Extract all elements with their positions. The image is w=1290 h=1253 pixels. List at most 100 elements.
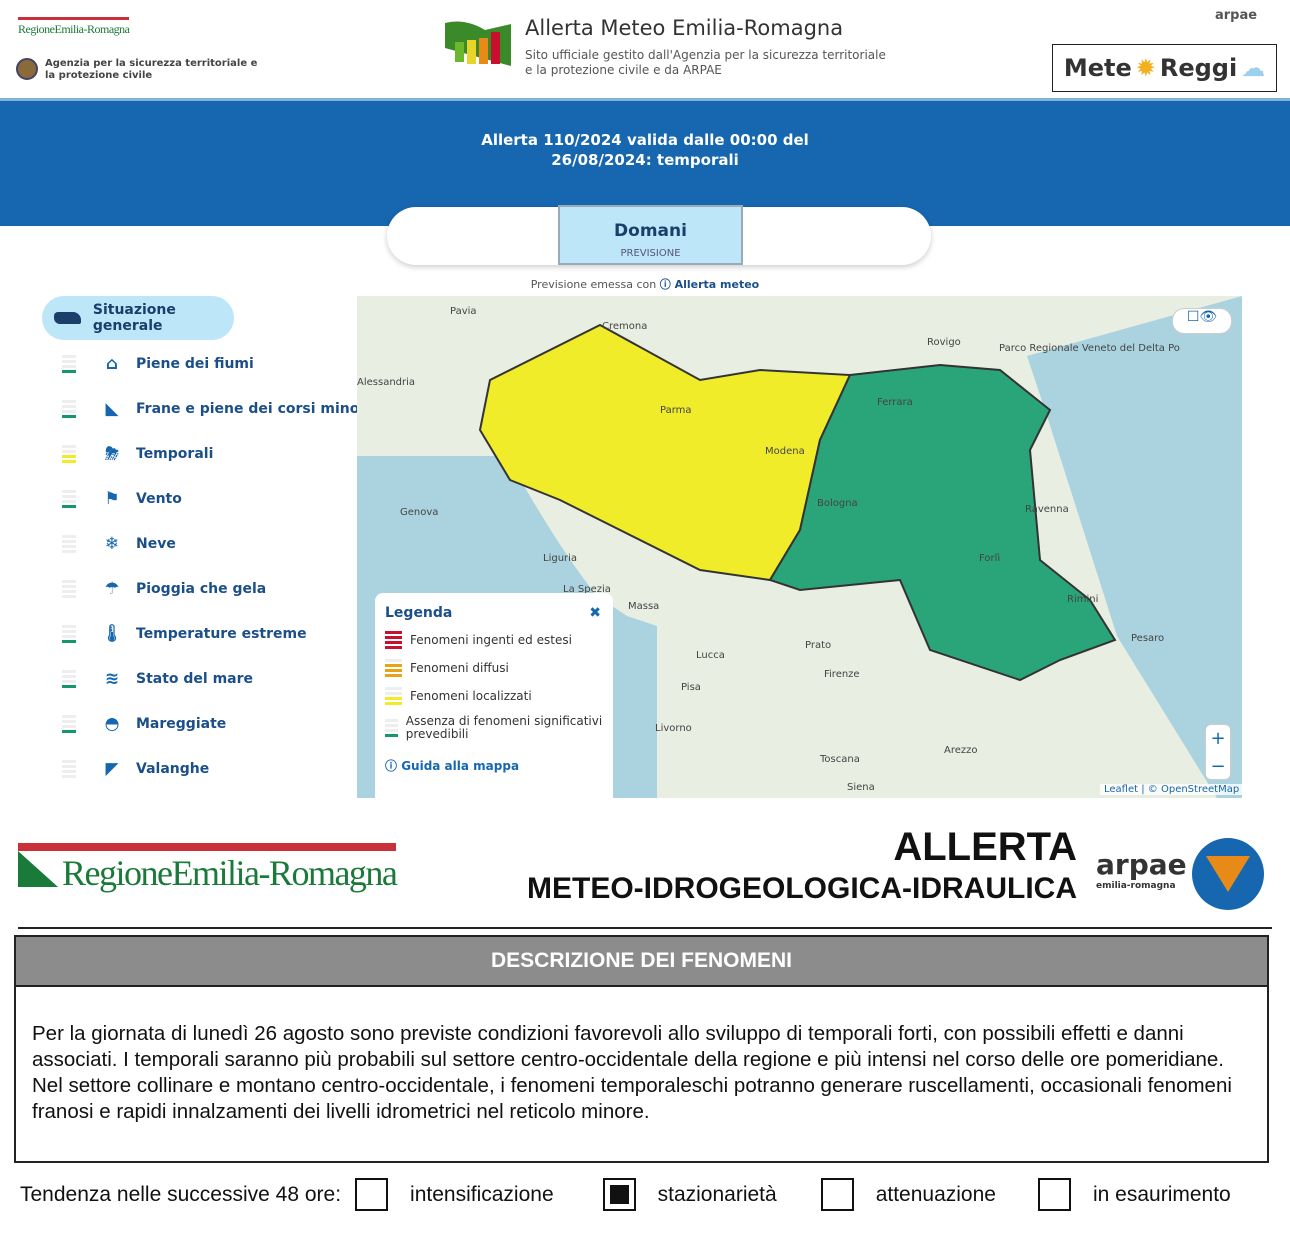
cloud-sun-icon: ☁ [1241, 54, 1266, 82]
snow-cloud-icon: ❄ [104, 534, 120, 554]
waves-icon: ≋ [104, 669, 120, 689]
city-label: Massa [628, 601, 659, 612]
thermometer-icon: 🌡 [101, 624, 123, 644]
alert-banner [0, 98, 1290, 226]
guide-label: Guida alla mappa [401, 759, 520, 773]
level-indicator [62, 715, 76, 733]
sidebar-label: Stato del mare [136, 671, 254, 687]
arpae-text: arpae [1096, 848, 1187, 881]
sidebar-item-situazione-generale[interactable]: Situazione generale [42, 296, 234, 340]
leaflet-link[interactable]: Leaflet [1104, 784, 1139, 795]
sidebar-label: Piene dei fiumi [136, 356, 254, 372]
freezing-rain-icon: ☂ [104, 579, 120, 599]
city-label: Liguria [543, 553, 577, 564]
city-label: Siena [847, 782, 875, 793]
sun-icon: ✹ [1135, 54, 1156, 82]
city-label: Ferrara [877, 397, 913, 408]
alert-line1: Allerta 110/2024 valida dalle 00:00 del [481, 131, 809, 149]
layer-toggle-button[interactable]: ☐👁 [1172, 308, 1232, 334]
map-attribution: Leaflet | © OpenStreetMap [1100, 784, 1244, 795]
city-label: Forlì [979, 552, 1000, 564]
tab-label: Domani [614, 221, 687, 241]
legend-swatch [385, 719, 398, 737]
sidebar-label: Valanghe [136, 761, 210, 777]
level-indicator [62, 445, 76, 463]
sidebar-item-neve[interactable]: ❄ Neve [62, 529, 176, 559]
divider [18, 927, 1272, 929]
city-label: Rovigo [927, 337, 961, 348]
level-indicator [62, 355, 76, 373]
site-title: Allerta Meteo Emilia-Romagna [525, 16, 844, 40]
arpae-logo-large: arpae emilia-romagna [1096, 850, 1187, 892]
close-icon[interactable]: ✖ [589, 605, 601, 621]
flood-house-icon: ⌂ [105, 354, 119, 374]
city-label: Cremona [602, 321, 647, 332]
bulletin-title: ALLERTA METEO-IDROGEOLOGICA-IDRAULICA [527, 825, 1077, 909]
sidebar-label: Temporali [136, 446, 214, 462]
region-map-icon [54, 312, 81, 324]
sidebar-item-valanghe[interactable]: ◤ Valanghe [62, 754, 209, 784]
legend-item: Assenza di fenomeni significativi preved… [385, 715, 603, 741]
trend-checkbox[interactable] [1037, 1178, 1071, 1211]
legend-label: Assenza di fenomeni significativi preved… [405, 714, 603, 741]
sidebar-item-temporali[interactable]: ⛈ Temporali [62, 439, 213, 469]
sidebar-label: Neve [136, 536, 176, 552]
sidebar-label: Vento [136, 491, 182, 507]
sidebar-label: Temperature estreme [136, 626, 307, 642]
alert-title: Allerta 110/2024 valida dalle 00:00 del 2… [0, 130, 1290, 170]
arpae-logo[interactable]: arpae [1215, 8, 1258, 23]
legend-title: Legenda [385, 605, 453, 621]
city-label: Arezzo [944, 745, 978, 756]
windsock-icon: ⚑ [104, 489, 120, 509]
city-label: Firenze [824, 669, 860, 680]
trend-checkbox[interactable] [602, 1178, 636, 1211]
sidebar-item-stato-del-mare[interactable]: ≋ Stato del mare [62, 664, 253, 694]
meteo-reggio-logo[interactable]: Mete ✹ Reggi ☁ [1052, 44, 1277, 92]
sidebar-item-piene-dei-fiumi[interactable]: ⌂ Piene dei fiumi [62, 349, 254, 379]
city-label: Parco Regionale Veneto del Delta Po [999, 343, 1180, 354]
allerta-logo [445, 21, 511, 66]
trend-label: Tendenza nelle successive 48 ore: [20, 1182, 342, 1206]
level-indicator [62, 760, 76, 778]
sidebar-item-frane-e-piene-dei-corsi-minori[interactable]: ◣ Frane e piene dei corsi minori [62, 394, 371, 424]
sidebar-item-temperature-estreme[interactable]: 🌡 Temperature estreme [62, 619, 307, 649]
alert-line2: 26/08/2024: temporali [551, 151, 739, 169]
osm-link[interactable]: © OpenStreetMap [1147, 784, 1240, 795]
trend-checkbox[interactable] [355, 1178, 389, 1211]
legend-item: Fenomeni localizzati [385, 687, 603, 705]
allerta-meteo-link[interactable]: ⓘ Allerta meteo [659, 278, 760, 291]
civil-protection-icon [16, 58, 38, 80]
avalanche-icon: ◤ [105, 759, 119, 779]
zoom-in-button[interactable]: + [1210, 728, 1226, 749]
civil-protection-seal [1192, 838, 1264, 910]
landslide-icon: ◣ [105, 399, 119, 419]
forecast-prefix: Previsione emessa con [530, 278, 657, 291]
trend-option-label: intensificazione [410, 1182, 554, 1206]
guide-link[interactable]: ⓘ Guida alla mappa [385, 759, 520, 773]
sidebar-item-vento[interactable]: ⚑ Vento [62, 484, 182, 514]
city-label: Pavia [450, 306, 477, 317]
trend-checkbox[interactable] [820, 1178, 854, 1211]
tab-domani[interactable]: Domani PREVISIONE [558, 205, 743, 265]
sea-adriatic [1027, 296, 1242, 798]
region-logo[interactable]: RegioneEmilia-Romagna [18, 17, 130, 37]
sidebar-item-pioggia-che-gela[interactable]: ☂ Pioggia che gela [62, 574, 266, 604]
sidebar-label: Mareggiate [136, 716, 227, 732]
trend-option-label: stazionarietà [657, 1182, 777, 1206]
triangle-icon [1206, 856, 1250, 892]
tab-sub: PREVISIONE [620, 248, 681, 259]
sidebar-item-mareggiate[interactable]: ◓ Mareggiate [62, 709, 226, 739]
level-indicator [62, 580, 76, 598]
level-indicator [62, 670, 76, 688]
city-label: Livorno [655, 723, 692, 734]
city-label: Lucca [696, 650, 725, 661]
zone-green-absent[interactable] [768, 363, 1117, 682]
checkbox-fill [609, 1185, 629, 1204]
legend-swatch [385, 631, 402, 649]
zoom-out-button[interactable]: − [1210, 756, 1226, 777]
meteo-logo-b: Reggi [1159, 54, 1238, 82]
map-legend: Legenda ✖ Fenomeni ingenti ed estesi Feno… [375, 593, 613, 798]
description-box: DESCRIZIONE DEI FENOMENI Per la giornata … [14, 935, 1269, 1163]
storm-surge-icon: ◓ [104, 714, 120, 734]
city-label: Ravenna [1025, 504, 1069, 515]
